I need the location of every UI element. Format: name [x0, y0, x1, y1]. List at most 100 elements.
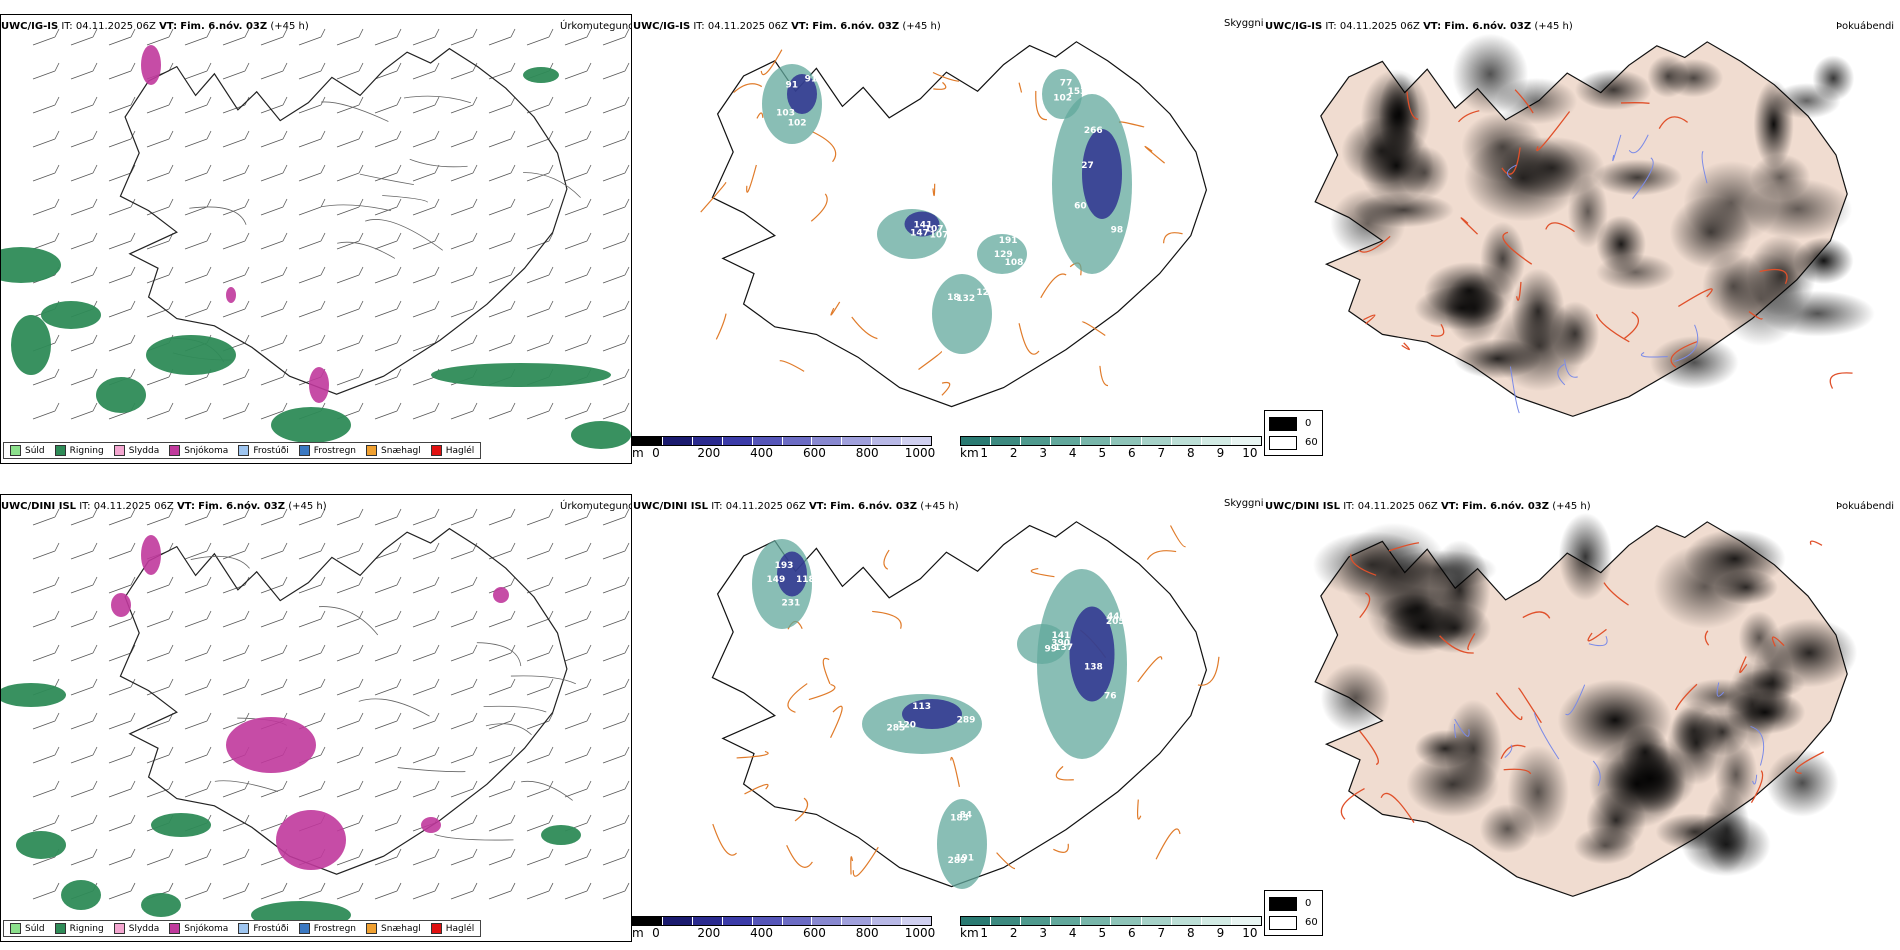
wind-barb: [564, 70, 588, 80]
wind-barb: [450, 856, 474, 866]
wind-barb: [602, 240, 626, 250]
wind-barb-flag: [586, 266, 592, 276]
legend-swatch: [298, 445, 310, 456]
wind-barb: [108, 550, 132, 560]
wind-barb: [260, 410, 284, 420]
colorbar-tick: 10: [1242, 446, 1258, 460]
wind-barb: [450, 342, 474, 352]
wind-barb-flag: [586, 130, 592, 140]
river-line: [1454, 718, 1470, 737]
colorbar-segment: [1081, 437, 1112, 445]
wind-barb: [488, 342, 512, 352]
rain-area: [523, 67, 559, 83]
wind-barb: [108, 652, 132, 662]
colorbar-tick: 9: [1216, 446, 1225, 460]
river-line: [1752, 774, 1758, 785]
road-line: [1018, 323, 1040, 355]
wind-barb-flag: [282, 334, 288, 344]
wind-barb: [146, 172, 170, 182]
wind-barb-flag: [624, 130, 630, 140]
fog-index-area: [1647, 54, 1689, 98]
colorbar-segment: [961, 917, 992, 925]
wind-barb-flag: [358, 96, 364, 106]
wind-barb: [108, 890, 132, 900]
fog-legend-swatch: [1269, 896, 1297, 911]
wind-barb-flag: [320, 130, 326, 140]
ceiling-label: 107: [930, 231, 949, 241]
wind-barb-flag: [282, 266, 288, 276]
fog-panel-bottom: [1264, 494, 1900, 940]
colorbar-tick: 1: [980, 446, 988, 460]
low-visibility-area: [977, 234, 1027, 274]
road-line: [1739, 656, 1748, 674]
fog-index-area: [1417, 602, 1492, 654]
colorbar-tick: 5: [1098, 446, 1107, 460]
legend-item: Slydda: [113, 923, 159, 934]
wind-barb: [108, 754, 132, 764]
lead-time: (+45 h): [270, 21, 309, 32]
river-line: [1509, 366, 1520, 414]
wind-barb: [602, 584, 626, 594]
wind-barb: [108, 516, 132, 526]
snow-area: [111, 593, 131, 617]
fog-index-area: [1330, 188, 1406, 258]
wind-barb: [412, 618, 436, 628]
river-line: [1533, 712, 1560, 760]
wind-barb: [32, 550, 56, 560]
low-visibility-area: [1017, 624, 1067, 664]
wind-barb: [374, 822, 398, 832]
wind-barb-flag: [92, 746, 98, 756]
wind-barb: [602, 618, 626, 628]
legend-item: Súld: [10, 445, 45, 456]
wind-barb-flag: [548, 198, 554, 208]
wind-barb: [32, 890, 56, 900]
wind-barb-flag: [586, 780, 592, 790]
wind-barb: [336, 686, 360, 696]
legend-swatch: [10, 923, 21, 934]
wind-barb: [32, 516, 56, 526]
wind-barb-flag: [168, 610, 174, 620]
wind-barb: [298, 274, 322, 284]
wind-barb-flag: [510, 28, 516, 38]
wind-barb: [222, 240, 246, 250]
road-line: [1359, 730, 1379, 766]
ceiling-label: 193: [775, 561, 794, 571]
wind-barb: [374, 550, 398, 560]
wind-barb: [260, 36, 284, 46]
wind-barb-flag: [92, 198, 98, 208]
wind-barb: [412, 376, 436, 386]
legend-label: Frostúði: [253, 446, 289, 456]
legend-label: Snæhagl: [381, 446, 421, 456]
cloud-panel-top: 266 103 147 125 77 191 60 91 141 132 153 129 98 102 10…: [632, 14, 1262, 462]
wind-barb: [298, 172, 322, 182]
vt-label: VT:: [159, 21, 178, 32]
colorbar-segment: [1051, 917, 1082, 925]
ceiling-label: 183: [950, 813, 969, 823]
fog-index-area: [1733, 668, 1805, 700]
legend-label: Rigning: [69, 924, 104, 934]
wind-barb-flag: [130, 780, 136, 790]
road-line: [434, 834, 514, 841]
wind-barb-flag: [358, 368, 364, 378]
visibility-unit: km: [960, 446, 979, 460]
low-visibility-area: [932, 274, 992, 354]
wind-barb: [260, 240, 284, 250]
colorbar-tick: 600: [802, 446, 826, 460]
wind-barb: [108, 788, 132, 798]
road-line: [932, 183, 936, 197]
header-fog-bottom: UWC/DINI ISL IT: 04.11.2025 06Z VT: Fim.…: [1265, 500, 1591, 514]
wind-barb: [222, 376, 246, 386]
colorbar-tick: 4: [1068, 446, 1077, 460]
wind-barb: [32, 104, 56, 114]
road-line: [1460, 217, 1479, 235]
colorbar-segment: [842, 437, 873, 445]
wind-barb-flag: [168, 508, 174, 518]
wind-barb: [70, 618, 94, 628]
wind-barb: [450, 788, 474, 798]
ceiling-unit: m: [632, 926, 644, 940]
wind-barb: [602, 308, 626, 318]
rain-area: [271, 407, 351, 443]
colorbar-segment: [633, 437, 663, 445]
wind-barb-flag: [168, 300, 174, 310]
wind-barb-flag: [130, 542, 136, 552]
